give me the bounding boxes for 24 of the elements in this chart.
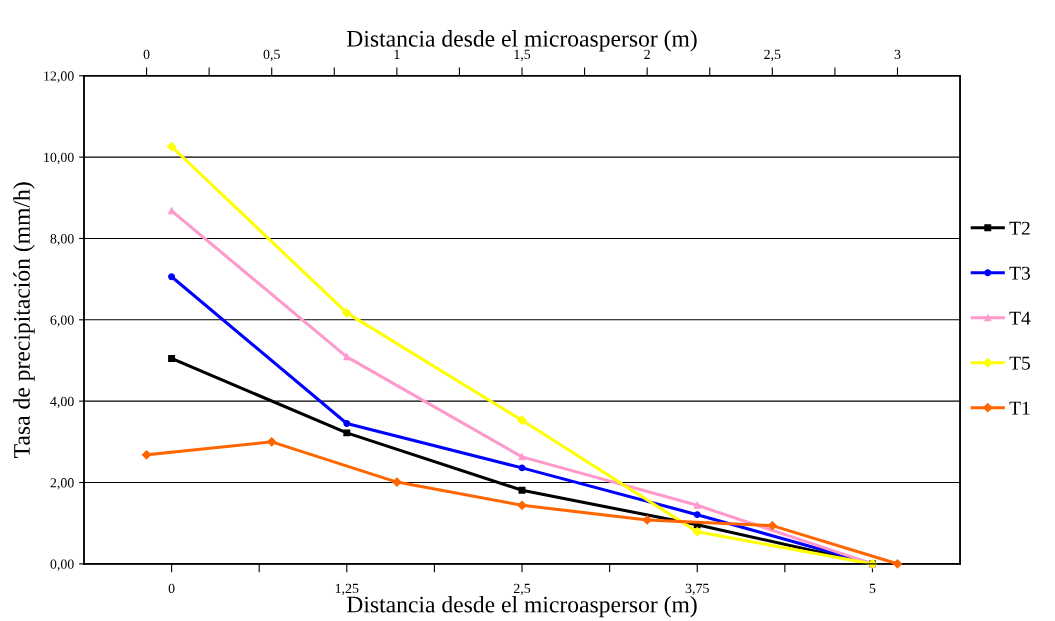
y-tick-label: 6,00 bbox=[50, 315, 74, 327]
y-tick-label: 4,00 bbox=[50, 396, 74, 409]
x-tick-label: 0 bbox=[168, 583, 175, 594]
y-tick-label: 0,00 bbox=[50, 559, 74, 571]
x-tick-label: 3,75 bbox=[685, 583, 709, 596]
x2-tick-label: 0,5 bbox=[263, 49, 280, 62]
legend-label: T4 bbox=[1009, 311, 1031, 325]
legend-label: T2 bbox=[1009, 221, 1030, 235]
y-tick-label: 2,00 bbox=[50, 478, 74, 490]
x2-tick-label: 3 bbox=[894, 49, 901, 60]
legend-label: T1 bbox=[1009, 401, 1030, 415]
legend-label: T5 bbox=[1009, 356, 1030, 370]
x-tick-label: 1,25 bbox=[335, 583, 359, 596]
x2-tick-label: 1 bbox=[394, 49, 400, 59]
x-tick-label: 5 bbox=[869, 583, 876, 594]
x2-tick-label: 2,5 bbox=[764, 49, 781, 62]
legend-label: T3 bbox=[1009, 266, 1030, 280]
y-tick-label: 10,00 bbox=[44, 152, 74, 165]
x-tick-label: 2,5 bbox=[513, 583, 531, 596]
y-axis-title: Tasa de precipitación (mm/h) bbox=[13, 182, 35, 458]
y-tick-label: 8,00 bbox=[50, 234, 74, 246]
x2-tick-label: 0 bbox=[143, 49, 150, 60]
x-axis-title: Distancia desde el microaspersor (m) bbox=[346, 595, 697, 618]
y-tick-label: 12,00 bbox=[44, 71, 74, 83]
